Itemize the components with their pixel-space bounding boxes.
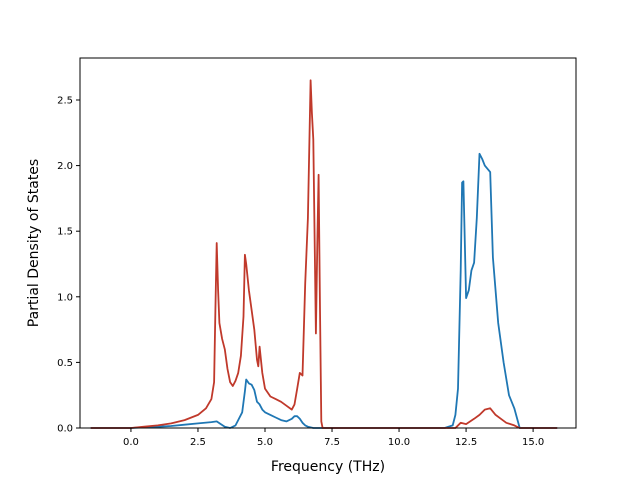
x-tick-label: 12.5 — [455, 437, 477, 448]
y-tick-label: 1.0 — [57, 292, 73, 303]
y-tick-label: 1.5 — [57, 227, 73, 238]
x-tick-label: 15.0 — [522, 437, 544, 448]
y-tick-label: 0.5 — [57, 358, 73, 369]
x-axis-label: Frequency (THz) — [271, 459, 385, 475]
y-tick-label: 2.5 — [57, 95, 73, 106]
series-line-1 — [90, 152, 558, 429]
x-tick-label: 7.5 — [324, 437, 340, 448]
series-line-2 — [90, 79, 558, 429]
x-tick-label: 2.5 — [190, 437, 206, 448]
x-tick-label: 10.0 — [388, 437, 410, 448]
plot-lines — [90, 79, 558, 429]
x-axis-ticks: 0.0 2.5 5.0 7.5 10.0 12.5 15.0 — [123, 428, 544, 448]
x-tick-label: 5.0 — [257, 437, 273, 448]
y-axis-ticks: 0.0 0.5 1.0 1.5 2.0 2.5 — [57, 95, 80, 435]
y-axis-label: Partial Density of States — [26, 159, 42, 327]
y-tick-label: 2.0 — [57, 161, 73, 172]
x-tick-label: 0.0 — [123, 437, 139, 448]
y-tick-label: 0.0 — [57, 424, 73, 435]
axes-frame — [79, 57, 577, 429]
